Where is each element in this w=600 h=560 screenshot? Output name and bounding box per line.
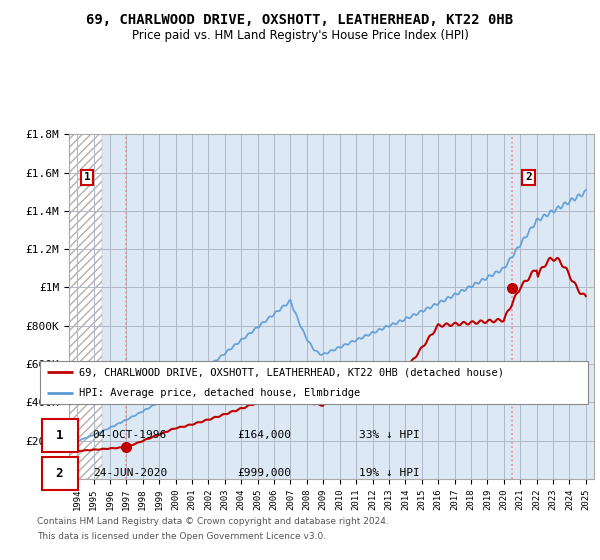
Text: Contains HM Land Registry data © Crown copyright and database right 2024.: Contains HM Land Registry data © Crown c… xyxy=(37,516,389,526)
Text: £999,000: £999,000 xyxy=(237,468,291,478)
Text: 1: 1 xyxy=(83,172,91,183)
Text: This data is licensed under the Open Government Licence v3.0.: This data is licensed under the Open Gov… xyxy=(37,532,326,541)
Text: 69, CHARLWOOD DRIVE, OXSHOTT, LEATHERHEAD, KT22 0HB: 69, CHARLWOOD DRIVE, OXSHOTT, LEATHERHEA… xyxy=(86,13,514,27)
Text: 2: 2 xyxy=(525,172,532,183)
Text: 19% ↓ HPI: 19% ↓ HPI xyxy=(359,468,420,478)
Bar xyxy=(69,134,102,479)
Text: 04-OCT-1996: 04-OCT-1996 xyxy=(93,430,167,440)
Text: 24-JUN-2020: 24-JUN-2020 xyxy=(93,468,167,478)
Text: 69, CHARLWOOD DRIVE, OXSHOTT, LEATHERHEAD, KT22 0HB (detached house): 69, CHARLWOOD DRIVE, OXSHOTT, LEATHERHEA… xyxy=(79,367,504,377)
Text: HPI: Average price, detached house, Elmbridge: HPI: Average price, detached house, Elmb… xyxy=(79,389,360,399)
FancyBboxPatch shape xyxy=(41,456,78,490)
FancyBboxPatch shape xyxy=(40,361,589,404)
Text: 33% ↓ HPI: 33% ↓ HPI xyxy=(359,430,420,440)
Text: £164,000: £164,000 xyxy=(237,430,291,440)
Text: 2: 2 xyxy=(56,466,63,480)
FancyBboxPatch shape xyxy=(41,418,78,452)
Text: Price paid vs. HM Land Registry's House Price Index (HPI): Price paid vs. HM Land Registry's House … xyxy=(131,29,469,42)
Bar xyxy=(69,134,102,479)
Text: 1: 1 xyxy=(56,428,63,442)
